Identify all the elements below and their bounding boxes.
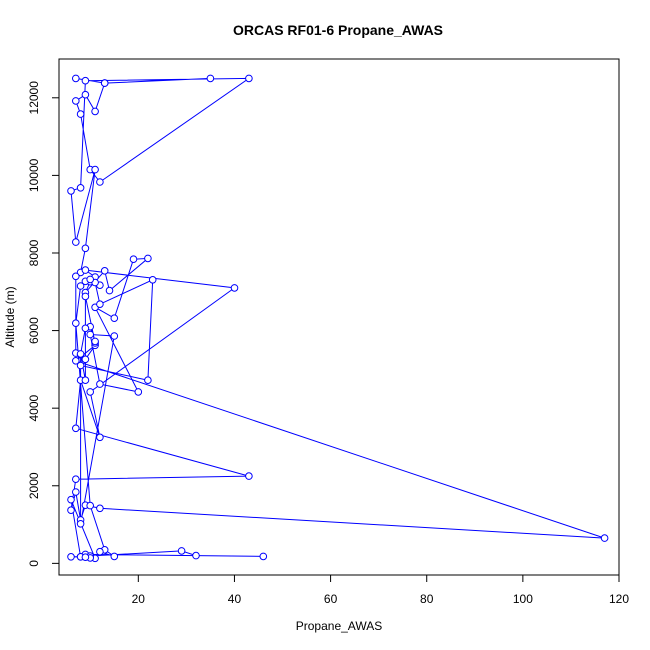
data-point [76,350,85,358]
data-point [72,488,80,496]
data-point [100,267,109,275]
data-point [76,361,85,370]
data-point [72,357,80,365]
data-point [67,506,75,515]
data-point [144,254,152,263]
data-point [76,520,85,528]
data-point [81,553,90,562]
data-point [76,184,85,192]
data-point [72,424,80,433]
data-point [81,266,90,274]
x-tick-label: 80 [420,592,434,606]
data-point [76,282,85,290]
data-point [259,552,268,561]
data-point [67,187,75,195]
data-point [96,380,104,388]
y-tick-label: 10000 [27,158,41,192]
x-tick-label: 120 [609,592,629,606]
x-tick-label: 60 [324,592,338,606]
data-point [76,110,85,118]
y-axis-label: Altitude (m) [3,286,17,347]
data-point [67,495,75,504]
data-point [206,74,215,83]
data-point [91,107,99,116]
y-tick-label: 2000 [27,472,41,499]
data-point [96,504,104,513]
data-point [91,337,99,346]
data-point [96,300,104,309]
data-point [67,553,75,561]
data-point [134,388,143,396]
series-layer [67,74,609,563]
y-tick-label: 12000 [27,81,41,115]
data-point [144,376,152,385]
data-point [81,376,90,385]
data-point [81,355,90,364]
data-point [81,76,90,85]
y-tick-label: 0 [27,560,41,567]
data-point [72,74,80,83]
data-point [72,319,80,328]
data-point [105,286,114,295]
data-point [148,276,157,284]
data-point [86,275,94,284]
data-point [91,165,99,174]
data-point [245,74,253,83]
y-tick-label: 6000 [27,317,41,344]
x-axis-label: Propane_AWAS [296,619,383,633]
y-axis: 0 2000 4000 6000 8000 10000 12000 [27,81,60,567]
data-point [110,332,119,340]
data-point [96,433,104,442]
data-point [86,388,94,396]
x-tick-label: 20 [132,592,146,606]
series-line [70,77,605,560]
x-axis: 20 40 60 80 100 120 [132,574,629,606]
plot-area-frame [58,58,620,576]
data-point [81,244,90,253]
y-tick-label: 4000 [27,395,41,422]
data-point [86,330,94,339]
data-point [110,552,119,561]
chart-title: ORCAS RF01-6 Propane_AWAS [233,22,443,38]
data-point [230,284,239,292]
data-point [129,255,138,264]
data-point [72,238,80,246]
data-point [81,90,90,99]
data-point [96,178,104,186]
data-point [110,314,119,323]
data-point [86,501,94,510]
data-point [100,79,109,87]
x-tick-label: 100 [513,592,533,606]
data-point [96,547,104,556]
data-point [177,547,186,555]
data-point [600,534,609,542]
data-point [81,292,90,301]
data-point [72,272,80,281]
data-point [81,324,90,333]
data-point [72,97,80,105]
x-tick-label: 40 [228,592,242,606]
data-point [245,472,253,480]
y-tick-label: 8000 [27,239,41,266]
data-point [192,551,200,560]
data-point [72,475,80,484]
